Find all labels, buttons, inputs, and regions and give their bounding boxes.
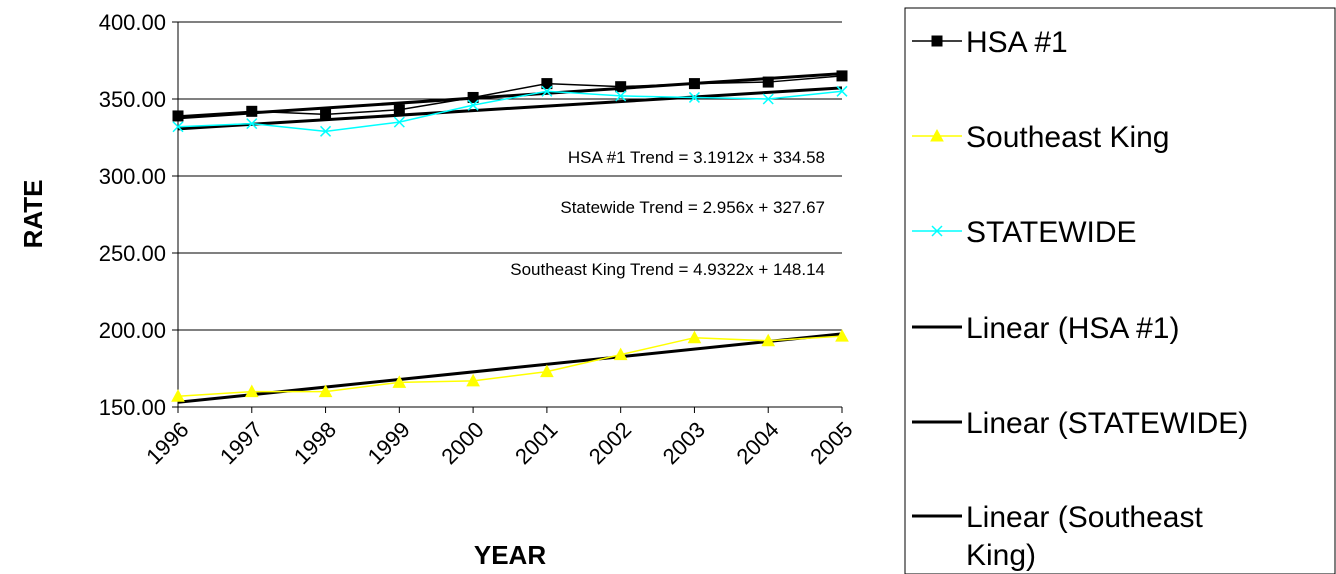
trendline (177, 72, 843, 120)
triangle-marker (613, 347, 628, 361)
triangle-marker (540, 364, 554, 378)
legend-label: Linear (STATEWIDE) (966, 407, 1248, 440)
square-marker (541, 78, 553, 90)
x-tick-label: 2004 (731, 417, 783, 469)
triangle-marker (761, 333, 776, 347)
triangle-marker (466, 373, 480, 387)
trend-annotation: HSA #1 Trend = 3.1912x + 334.58 (568, 148, 825, 167)
triangle-marker (171, 389, 185, 402)
x-tick-label: 2000 (436, 417, 488, 469)
triangle-marker (687, 330, 702, 344)
x-marker (836, 85, 848, 97)
x-marker (393, 116, 405, 128)
trend-annotations: HSA #1 Trend = 3.1912x + 334.58 Statewide… (510, 148, 825, 279)
square-marker (762, 76, 774, 88)
data-series (171, 70, 849, 402)
x-tick-label: 1997 (215, 417, 267, 469)
y-tick-labels: 150.00 200.00 250.00 300.00 350.00 400.00 (99, 10, 166, 420)
x-tick-label: 2005 (805, 417, 857, 469)
square-marker (172, 110, 184, 122)
x-marker (931, 225, 943, 237)
legend-label: HSA #1 (966, 26, 1068, 59)
triangle-marker (392, 375, 407, 388)
square-marker (467, 91, 479, 103)
square-marker (836, 70, 848, 82)
triangle-marker (835, 329, 849, 342)
y-axis-title: RATE (18, 180, 48, 249)
legend-label: STATEWIDE (966, 216, 1137, 249)
square-marker (320, 108, 332, 120)
gridlines (178, 21, 842, 331)
y-tick-label: 350.00 (99, 87, 166, 112)
square-marker (393, 104, 405, 116)
y-tick-label: 250.00 (99, 241, 166, 266)
square-marker (246, 105, 258, 117)
x-marker (688, 91, 700, 103)
axes (172, 21, 843, 413)
x-marker (467, 99, 479, 111)
trend-annotation: Southeast King Trend = 4.9322x + 148.14 (510, 260, 825, 279)
legend-label: Linear (HSA #1) (966, 312, 1179, 345)
square-marker (615, 81, 627, 93)
trendlines (177, 72, 843, 404)
x-tick-label: 2003 (658, 417, 710, 469)
series-line (177, 335, 843, 397)
x-tick-labels: 1996 1997 1998 1999 2000 2001 2002 2003 2004 2005 (141, 417, 857, 469)
triangle-marker (930, 128, 944, 142)
x-marker (615, 90, 627, 102)
x-tick-label: 2002 (584, 417, 636, 469)
x-tick-label: 1996 (141, 417, 193, 469)
y-tick-label: 150.00 (99, 395, 166, 420)
x-tick-label: 1999 (363, 417, 415, 469)
trend-annotation: Statewide Trend = 2.956x + 327.67 (560, 198, 825, 217)
x-marker (762, 93, 774, 105)
y-tick-label: 200.00 (99, 318, 166, 343)
x-marker (541, 85, 553, 97)
x-marker (320, 125, 332, 137)
legend-label: Linear (Southeast (966, 501, 1203, 534)
legend: HSA #1 Southeast King STATEWIDE Linear (HSA… (904, 7, 1336, 574)
series-line (177, 90, 843, 133)
y-tick-label: 400.00 (99, 10, 166, 35)
triangle-marker (244, 384, 259, 398)
series-line (177, 75, 843, 117)
x-marker (246, 118, 258, 130)
triangle-marker (318, 384, 333, 398)
square-marker (688, 78, 700, 90)
square-marker (931, 35, 943, 47)
x-axis-title: YEAR (474, 540, 546, 570)
legend-label-cont: King) (966, 539, 1036, 572)
x-tick-label: 2001 (510, 417, 562, 469)
x-tick-label: 1998 (289, 417, 341, 469)
x-marker (172, 121, 184, 133)
y-tick-label: 300.00 (99, 164, 166, 189)
legend-box (904, 7, 1336, 574)
trendline (177, 86, 843, 131)
legend-label: Southeast King (966, 121, 1169, 154)
